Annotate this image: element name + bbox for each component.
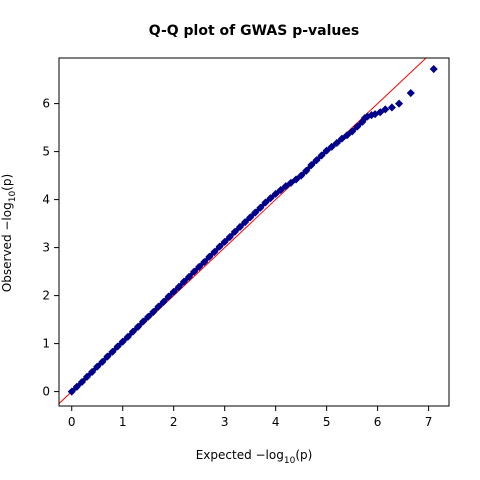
- data-point: [297, 171, 306, 180]
- data-point: [322, 146, 331, 155]
- data-point: [381, 105, 390, 114]
- data-point: [118, 337, 127, 346]
- y-tick-label: 6: [42, 97, 50, 111]
- data-point: [376, 108, 385, 117]
- plot-frame: [58, 57, 450, 407]
- data-point: [149, 307, 158, 316]
- data-point: [312, 156, 321, 165]
- y-axis-title-prefix: Observed −log: [0, 202, 14, 292]
- y-tick-label: 5: [42, 145, 50, 159]
- data-point: [113, 342, 122, 351]
- data-point: [332, 138, 341, 147]
- data-point: [241, 218, 250, 227]
- data-point: [302, 166, 311, 175]
- data-point: [164, 292, 173, 301]
- data-point: [225, 233, 234, 242]
- y-tick-label: 0: [42, 385, 50, 399]
- data-point: [103, 352, 112, 361]
- data-point: [307, 161, 316, 170]
- data-point: [139, 317, 148, 326]
- x-tick-label: 3: [221, 415, 229, 429]
- x-axis-title-subscript: 10: [284, 456, 296, 466]
- data-point: [154, 302, 163, 311]
- data-point: [317, 151, 326, 160]
- data-point: [72, 382, 81, 391]
- data-point: [159, 297, 168, 306]
- x-axis-title: Expected −log10(p): [196, 448, 313, 466]
- y-axis-title: Observed −log10(p): [0, 174, 18, 292]
- x-tick-label: 1: [119, 415, 127, 429]
- data-point: [261, 198, 270, 207]
- data-point: [235, 222, 245, 231]
- x-tick-label: 5: [323, 415, 331, 429]
- y-axis-title-subscript: 10: [8, 191, 18, 203]
- data-point: [395, 99, 404, 108]
- data-point: [98, 357, 107, 366]
- x-tick-label: 7: [425, 415, 433, 429]
- y-tick-label: 4: [42, 193, 50, 207]
- data-point: [184, 272, 194, 281]
- data-point: [353, 122, 362, 131]
- x-tick-label: 0: [68, 415, 76, 429]
- data-point: [292, 175, 301, 184]
- data-point: [190, 267, 199, 276]
- data-point: [271, 189, 280, 198]
- data-point: [169, 287, 178, 296]
- data-point: [93, 362, 102, 371]
- x-tick-label: 2: [170, 415, 178, 429]
- data-point: [195, 262, 204, 271]
- data-point: [205, 252, 214, 261]
- x-tick-label: 6: [374, 415, 382, 429]
- data-point: [128, 327, 137, 336]
- data-point: [348, 127, 357, 136]
- data-point: [220, 237, 229, 246]
- data-point: [429, 65, 438, 74]
- data-point: [276, 185, 285, 195]
- data-point: [123, 332, 132, 341]
- data-point: [251, 208, 260, 217]
- y-axis-title-suffix: (p): [0, 174, 14, 191]
- data-point: [174, 282, 183, 291]
- data-point: [230, 227, 239, 236]
- x-tick-label: 4: [272, 415, 280, 429]
- data-point: [200, 257, 209, 267]
- y-tick-label: 1: [42, 337, 50, 351]
- data-point: [77, 377, 86, 387]
- data-point: [406, 89, 415, 98]
- chart-title: Q-Q plot of GWAS p-values: [149, 23, 359, 39]
- y-tick-label: 3: [42, 241, 50, 255]
- data-point: [281, 182, 290, 191]
- data-point: [67, 387, 76, 396]
- data-point: [88, 367, 97, 376]
- plot-area: 0 1 2 3 4 5 6 7 0 1 2 3 4 5 6: [42, 57, 450, 429]
- data-point: [337, 134, 346, 143]
- data-point: [133, 322, 143, 331]
- data-point: [83, 372, 92, 381]
- x-axis-title-prefix: Expected −log: [196, 448, 284, 462]
- data-point: [256, 203, 265, 212]
- data-point: [266, 194, 275, 203]
- data-point: [108, 347, 117, 356]
- data-point: [286, 178, 295, 187]
- y-tick-label: 2: [42, 289, 50, 303]
- data-point: [179, 277, 188, 286]
- data-point: [327, 142, 336, 151]
- data-point: [387, 103, 396, 112]
- observed-trace: [69, 119, 365, 394]
- data-point: [246, 213, 255, 222]
- data-point: [343, 131, 352, 140]
- data-point: [210, 247, 219, 256]
- data-point: [215, 242, 224, 251]
- data-point: [144, 312, 153, 321]
- x-axis-title-suffix: (p): [295, 448, 312, 462]
